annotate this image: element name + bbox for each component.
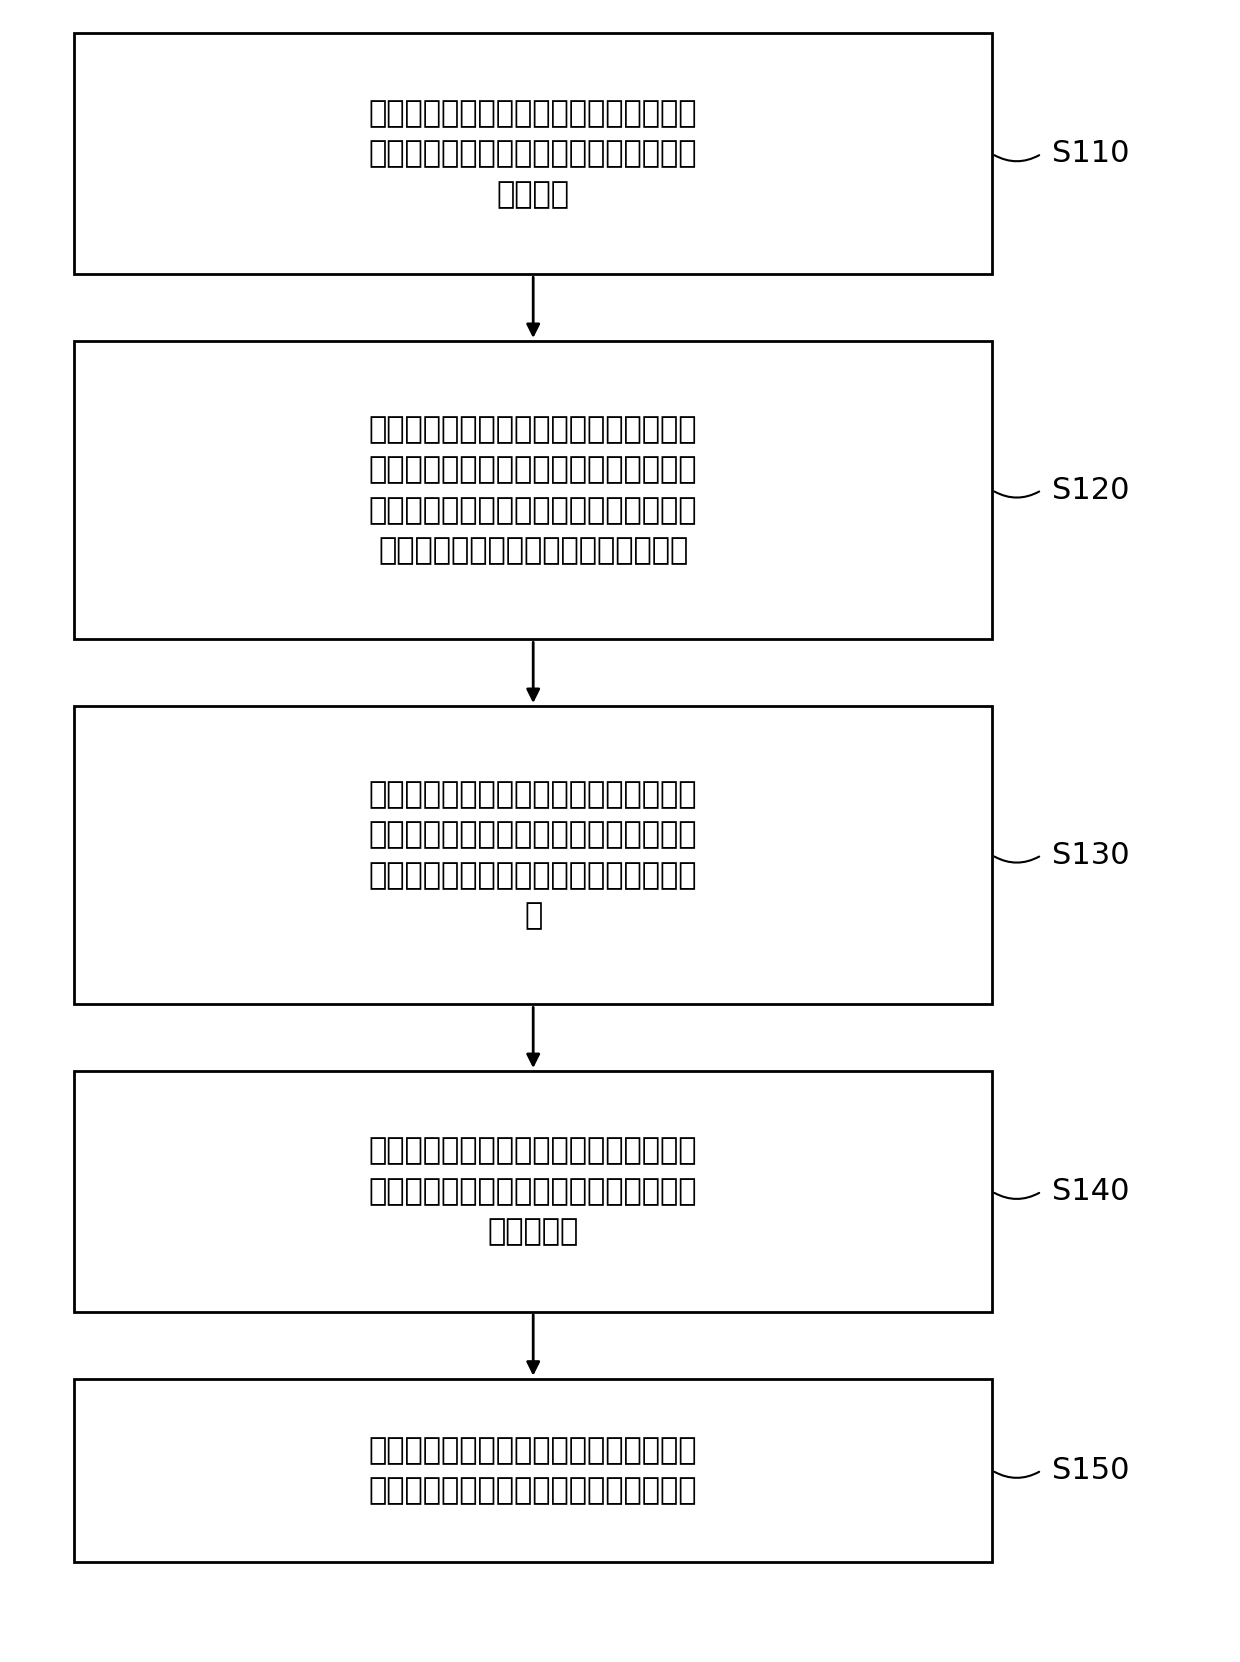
- Text: 选取各像素点中在几何区域的长边方向上
的像素点，得到像素点集合，并采集像素
点集合的深度数据信息；像素点集合包含
与电梯轿厢地平的距离为极值的像素点: 选取各像素点中在几何区域的长边方向上 的像素点，得到像素点集合，并采集像素 点集…: [370, 416, 697, 565]
- FancyBboxPatch shape: [74, 706, 992, 1004]
- FancyBboxPatch shape: [74, 33, 992, 274]
- Text: S120: S120: [1053, 475, 1130, 505]
- FancyBboxPatch shape: [74, 1070, 992, 1311]
- FancyBboxPatch shape: [74, 341, 992, 640]
- Text: 在整体深度图像的特征符合担架模式的深
度图像特征条件时，确认识别出担架模式: 在整体深度图像的特征符合担架模式的深 度图像特征条件时，确认识别出担架模式: [370, 1436, 697, 1506]
- Text: S140: S140: [1053, 1177, 1130, 1207]
- Text: S110: S110: [1053, 140, 1130, 168]
- FancyBboxPatch shape: [74, 1378, 992, 1562]
- Text: 识别几何区域中的担架目标区域，并采集
担架目标区域的深度数据信息；担架目标
区域的长边方向与几何区域的长边方向一
致: 识别几何区域中的担架目标区域，并采集 担架目标区域的深度数据信息；担架目标 区域…: [370, 779, 697, 931]
- Text: S130: S130: [1053, 841, 1130, 869]
- Text: S150: S150: [1053, 1456, 1130, 1484]
- Text: 根据像素点集合的深度数据信息以及担架
目标区域的深度数据信息，获取整体深度
图像的特征: 根据像素点集合的深度数据信息以及担架 目标区域的深度数据信息，获取整体深度 图像…: [370, 1137, 697, 1246]
- Text: 在得到电梯轿厢内各承载物的整体深度图
像时，采集整体深度图像的几何区域以及
各像素点: 在得到电梯轿厢内各承载物的整体深度图 像时，采集整体深度图像的几何区域以及 各像…: [370, 98, 697, 209]
